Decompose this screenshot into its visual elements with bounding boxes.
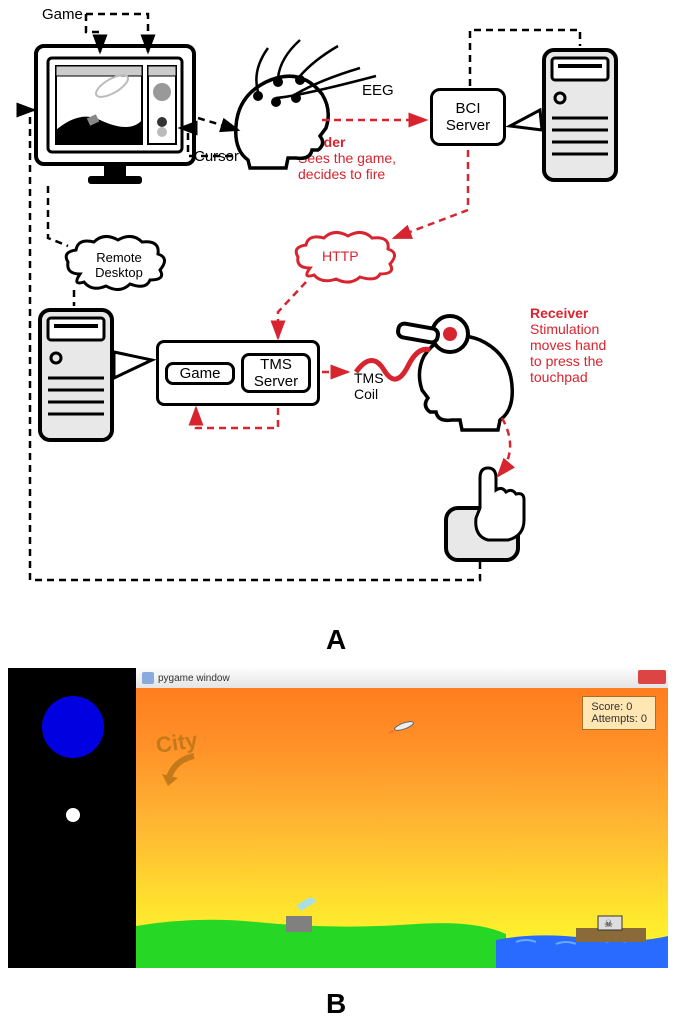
hand-touchpad-icon bbox=[446, 468, 524, 560]
sender-block: Sender Sees the game, decides to fire bbox=[298, 134, 396, 182]
score-label: Score: 0 bbox=[591, 701, 647, 713]
computer-top-right-icon bbox=[544, 50, 616, 180]
window-title-bar: pygame window bbox=[136, 668, 668, 689]
game-container: pygame window Score: 0 Attempts: 0 City bbox=[8, 668, 668, 968]
sender-desc1: Sees the game, bbox=[298, 150, 396, 166]
bci-server-box: BCI Server bbox=[430, 88, 506, 146]
bci-panel bbox=[8, 668, 136, 968]
tms-server-box: TMS Server bbox=[241, 353, 311, 393]
sender-title: Sender bbox=[298, 134, 396, 150]
game-label: Game bbox=[42, 6, 83, 23]
rocket-icon bbox=[386, 718, 416, 736]
window-title: pygame window bbox=[158, 673, 230, 684]
monitor-icon bbox=[36, 46, 194, 184]
sender-desc2: decides to fire bbox=[298, 166, 396, 182]
panel-b: pygame window Score: 0 Attempts: 0 City bbox=[0, 660, 676, 1024]
panel-b-label: B bbox=[326, 988, 346, 1020]
bci-cursor-dot bbox=[66, 808, 80, 822]
score-box: Score: 0 Attempts: 0 bbox=[582, 696, 656, 730]
eeg-label: EEG bbox=[362, 82, 394, 99]
game-screen: pygame window Score: 0 Attempts: 0 City bbox=[136, 668, 668, 968]
computer-bottom-left-icon bbox=[40, 310, 112, 440]
bci-target-circle bbox=[42, 696, 104, 758]
terrain: ☠ bbox=[136, 898, 668, 968]
receiver-title: Receiver bbox=[530, 305, 606, 321]
game-sky: Score: 0 Attempts: 0 City bbox=[136, 688, 668, 968]
receiver-head-icon bbox=[397, 316, 512, 430]
game-tms-container: Game TMS Server bbox=[156, 340, 320, 406]
window-close-button[interactable] bbox=[638, 670, 666, 684]
svg-text:☠: ☠ bbox=[604, 919, 613, 930]
panel-a-label: A bbox=[326, 624, 346, 656]
game-box: Game bbox=[165, 362, 235, 385]
remote-desktop-cloud: Remote Desktop bbox=[60, 234, 160, 286]
panel-a: Game Cursor EEG BCI Server Sender Sees t… bbox=[0, 0, 676, 660]
http-cloud: HTTP bbox=[290, 230, 390, 282]
tms-coil-label: TMS Coil bbox=[354, 370, 384, 402]
city-arrow-icon bbox=[154, 750, 214, 790]
cursor-label: Cursor bbox=[194, 148, 239, 165]
attempts-label: Attempts: 0 bbox=[591, 713, 647, 725]
receiver-block: Receiver Stimulation moves hand to press… bbox=[530, 305, 606, 385]
